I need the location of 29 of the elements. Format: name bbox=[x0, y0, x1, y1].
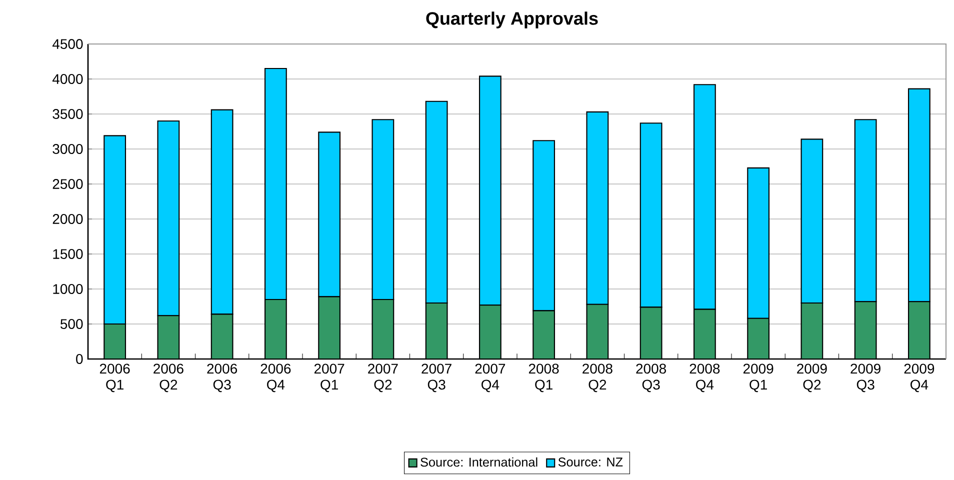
y-tick-label: 0 bbox=[76, 354, 83, 364]
legend-label: Source: International bbox=[420, 457, 538, 467]
x-tick-label: 2007 Q4 bbox=[475, 364, 506, 392]
y-tick-label: 1500 bbox=[53, 249, 83, 259]
x-tick-label: 2009 Q1 bbox=[743, 364, 774, 392]
x-tick-label: 2009 Q2 bbox=[797, 364, 827, 392]
x-tick-label: 2007 Q1 bbox=[314, 364, 344, 392]
x-tick-label: 2007 Q2 bbox=[368, 364, 398, 392]
y-tick-label: 2000 bbox=[52, 214, 83, 224]
y-tick-label: 500 bbox=[60, 319, 83, 329]
x-tick-label: 2008 Q2 bbox=[582, 364, 612, 392]
chart-title: Quarterly Approvals bbox=[426, 12, 598, 28]
x-tick-label: 2006 Q4 bbox=[260, 364, 291, 392]
x-tick-label: 2007 Q3 bbox=[422, 364, 452, 392]
x-tick-label: 2006 Q2 bbox=[154, 364, 184, 392]
y-tick-label: 1000 bbox=[53, 284, 83, 294]
x-tick-label: 2008 Q1 bbox=[528, 364, 559, 392]
x-tick-label: 2006 Q3 bbox=[207, 364, 238, 392]
y-tick-label: 4000 bbox=[52, 74, 83, 84]
legend-label: Source: NZ bbox=[558, 458, 623, 466]
x-tick-label: 2008 Q4 bbox=[690, 364, 720, 392]
y-tick-label: 3000 bbox=[52, 144, 83, 154]
x-tick-label: 2008 Q3 bbox=[636, 364, 666, 392]
y-tick-label: 2500 bbox=[52, 179, 83, 189]
x-tick-label: 2009 Q3 bbox=[850, 364, 880, 392]
y-tick-label: 3500 bbox=[52, 109, 83, 119]
y-tick-label: 4500 bbox=[52, 39, 83, 49]
x-tick-label: 2006 Q1 bbox=[100, 364, 130, 392]
x-tick-label: 2009 Q4 bbox=[904, 364, 934, 392]
